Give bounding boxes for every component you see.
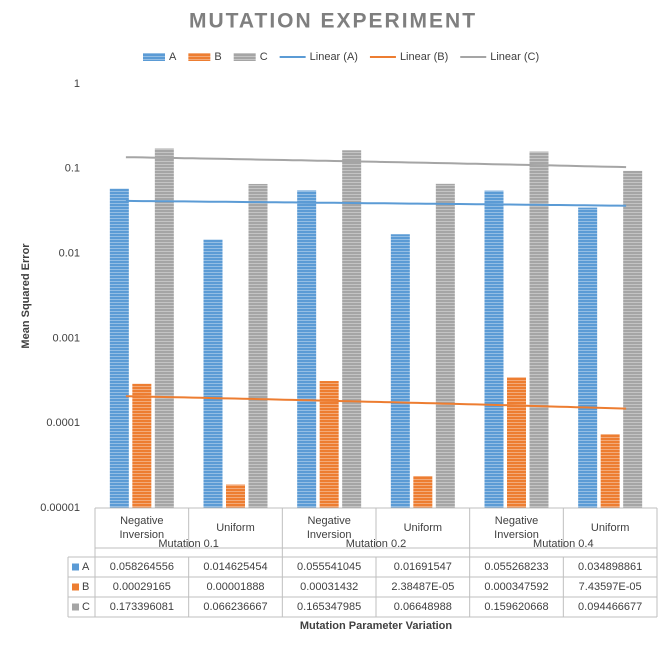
table-cell: 0.058264556 xyxy=(110,561,174,573)
bar xyxy=(435,183,455,508)
bar xyxy=(226,484,245,508)
bar xyxy=(319,381,339,508)
legend-label: C xyxy=(260,51,268,63)
bar xyxy=(154,148,174,508)
legend-key xyxy=(72,563,79,571)
x-tick-label: Negative Inversion xyxy=(307,515,352,541)
table-cell: 0.165347985 xyxy=(297,601,361,613)
table-cell: 0.094466677 xyxy=(578,601,642,613)
legend-swatch xyxy=(233,53,256,61)
bar xyxy=(507,377,526,508)
legend-key xyxy=(72,603,79,611)
bar xyxy=(413,475,433,508)
chart-title: MUTATION EXPERIMENT xyxy=(189,10,477,33)
bar xyxy=(529,151,549,508)
bar xyxy=(390,234,410,508)
bar xyxy=(600,434,620,508)
y-tick-label: 0.1 xyxy=(65,163,80,175)
row-label: C xyxy=(82,601,90,613)
table-cell: 0.066236667 xyxy=(203,601,267,613)
bar xyxy=(297,190,317,508)
x-tick-label: Negative Inversion xyxy=(494,515,539,541)
table-cell: 0.034898861 xyxy=(578,561,642,573)
x-tick-label: Uniform xyxy=(591,522,630,534)
group-label: Mutation 0.1 xyxy=(158,538,219,550)
row-label: A xyxy=(82,561,90,573)
bar xyxy=(342,150,362,508)
table-cell: 0.00029165 xyxy=(113,581,171,593)
legend-label: B xyxy=(214,51,221,63)
table-cell: 0.173396081 xyxy=(110,601,174,613)
bar xyxy=(248,183,268,508)
legend-label: Linear (B) xyxy=(400,51,448,63)
bar xyxy=(132,383,152,508)
legend-key xyxy=(72,583,79,591)
table-cell: 7.43597E-05 xyxy=(579,581,642,593)
y-tick-label: 0.00001 xyxy=(40,502,80,514)
table-cell: 0.055268233 xyxy=(484,561,548,573)
table-cell: 0.014625454 xyxy=(203,561,267,573)
x-tick-label: Uniform xyxy=(404,522,443,534)
bar xyxy=(578,207,598,508)
x-tick-label: Negative Inversion xyxy=(120,515,165,541)
group-label: Mutation 0.4 xyxy=(533,538,594,550)
group-label: Mutation 0.2 xyxy=(346,538,407,550)
row-label: B xyxy=(82,581,89,593)
legend-label: Linear (C) xyxy=(490,51,539,63)
trendline xyxy=(125,395,627,410)
table-cell: 0.000347592 xyxy=(484,581,548,593)
bar xyxy=(109,188,129,508)
legend-swatch xyxy=(188,53,211,61)
trendline xyxy=(125,199,627,207)
table-cell: 0.00001888 xyxy=(206,581,264,593)
table-cell: 0.01691547 xyxy=(394,561,452,573)
bar xyxy=(484,190,504,509)
legend-swatch xyxy=(143,53,165,61)
table-cell: 0.055541045 xyxy=(297,561,361,573)
y-tick-label: 0.01 xyxy=(59,248,80,260)
table-cell: 0.159620668 xyxy=(484,601,548,613)
y-tick-label: 0.0001 xyxy=(46,417,80,429)
y-tick-label: 1 xyxy=(74,78,80,90)
legend-label: A xyxy=(169,51,177,63)
y-axis-title: Mean Squared Error xyxy=(20,243,32,349)
table-cell: 0.00031432 xyxy=(300,581,358,593)
legend-label: Linear (A) xyxy=(310,51,358,63)
x-tick-label: Uniform xyxy=(216,522,255,534)
x-axis-title: Mutation Parameter Variation xyxy=(300,620,452,632)
trendline xyxy=(125,156,627,169)
y-tick-label: 0.001 xyxy=(52,332,80,344)
table-cell: 0.06648988 xyxy=(394,601,452,613)
table-cell: 2.38487E-05 xyxy=(391,581,454,593)
bar xyxy=(203,239,223,508)
bar xyxy=(623,170,643,509)
